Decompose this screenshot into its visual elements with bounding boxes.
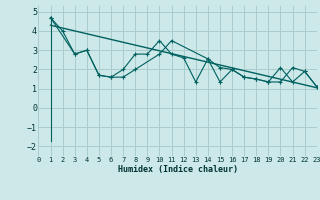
X-axis label: Humidex (Indice chaleur): Humidex (Indice chaleur) xyxy=(118,165,238,174)
